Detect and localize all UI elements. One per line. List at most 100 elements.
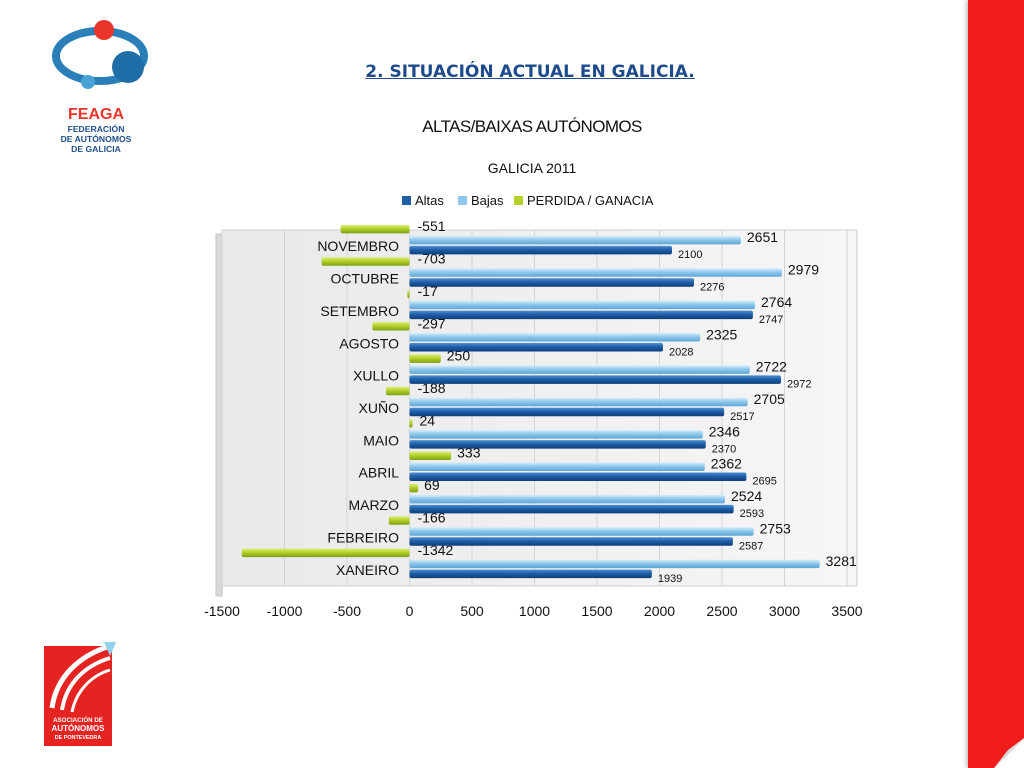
x-tick-label: 1500 <box>581 603 612 619</box>
pontevedra-logo-line3: DE PONTEVEDRA <box>55 735 102 741</box>
bar-altas-xuno <box>409 407 725 417</box>
category-label-abril: ABRIL <box>359 465 400 481</box>
bar-bajas-maio <box>409 430 703 439</box>
bar-perdida-ganacia-setembro <box>407 289 410 299</box>
data-label-altas-setembro: 2747 <box>759 314 783 326</box>
data-label-perdida-ganacia-novembro: -551 <box>418 218 446 234</box>
data-label-perdida-ganacia-octubre: -703 <box>418 251 446 267</box>
category-label-agosto: AGOSTO <box>339 335 399 351</box>
bar-bajas-xuno <box>409 397 748 407</box>
bar-altas-febreiro <box>409 537 733 546</box>
data-label-altas-octubre: 2276 <box>700 282 724 294</box>
page-curl-decoration <box>994 738 1024 768</box>
bar-perdida-ganacia-febreiro <box>388 516 410 525</box>
legend-swatch-altas <box>402 196 411 205</box>
bar-altas-novembro <box>409 245 672 255</box>
x-tick-label: 2500 <box>706 603 737 619</box>
category-label-xaneiro: XANEIRO <box>336 562 399 578</box>
x-tick-label: 500 <box>460 603 484 619</box>
data-label-bajas-agosto: 2325 <box>706 326 737 342</box>
data-label-altas-agosto: 2028 <box>669 346 693 358</box>
bar-altas-agosto <box>409 343 663 352</box>
bar-bajas-marzo <box>409 494 725 504</box>
bar-perdida-ganacia-agosto <box>372 322 410 331</box>
bar-perdida-ganacia-xuno <box>386 386 410 396</box>
chart-legend: Altas Bajas PERDIDA / GANACIA <box>402 193 654 208</box>
bar-altas-xaneiro <box>409 569 652 579</box>
bar-altas-xullo <box>409 375 781 384</box>
data-label-bajas-setembro: 2764 <box>761 294 792 310</box>
x-tick-label: -500 <box>333 603 361 619</box>
bar-perdida-ganacia-octubre <box>321 257 410 266</box>
category-label-novembro: NOVEMBRO <box>317 238 399 254</box>
data-label-bajas-xullo: 2722 <box>756 359 787 375</box>
data-label-perdida-ganacia-xuno: -188 <box>418 380 446 396</box>
data-label-bajas-marzo: 2524 <box>731 488 762 504</box>
bar-perdida-ganacia-xullo <box>409 354 441 363</box>
bar-bajas-agosto <box>409 333 701 342</box>
bar-altas-marzo <box>409 504 734 514</box>
x-tick-label: -1000 <box>267 603 303 619</box>
pontevedra-logo-line2: AUTÓNOMOS <box>52 724 106 733</box>
feaga-logo-line-federacion: FEDERACIÓN <box>68 123 125 134</box>
pontevedra-logo: ASOCIACIÓN DE AUTÓNOMOS DE PONTEVEDRA <box>44 642 116 746</box>
data-label-perdida-ganacia-setembro: -17 <box>418 283 438 299</box>
category-label-xullo: XULLO <box>353 368 399 384</box>
bar-bajas-xullo <box>409 365 750 374</box>
x-tick-label: 2000 <box>644 603 675 619</box>
feaga-logo: FEAGA FEDERACIÓN DE AUTÓNOMOS DE GALICIA <box>52 20 148 154</box>
chart-subtitle: GALICIA 2011 <box>488 160 577 176</box>
category-label-xuno: XUÑO <box>359 400 400 416</box>
data-label-perdida-ganacia-maio: 24 <box>420 412 436 428</box>
data-label-perdida-ganacia-xaneiro: -1342 <box>418 542 454 558</box>
data-label-perdida-ganacia-xullo: 250 <box>447 348 471 364</box>
chart-title: ALTAS/BAIXAS AUTÓNOMOS <box>422 117 642 136</box>
data-label-bajas-xaneiro: 3281 <box>826 553 857 569</box>
data-label-bajas-abril: 2362 <box>711 456 742 472</box>
data-label-altas-xaneiro: 1939 <box>658 573 682 585</box>
data-label-altas-novembro: 2100 <box>678 249 702 261</box>
data-label-altas-xullo: 2972 <box>787 379 811 391</box>
legend-label-perdida-ganacia: PERDIDA / GANACIA <box>527 193 654 208</box>
bar-bajas-febreiro <box>409 527 754 536</box>
bar-bajas-octubre <box>409 268 782 277</box>
data-label-perdida-ganacia-abril: 333 <box>457 445 481 461</box>
x-tick-label: 3500 <box>831 603 862 619</box>
data-label-perdida-ganacia-febreiro: -166 <box>418 509 446 525</box>
plot-side-wall <box>215 233 223 597</box>
plot-area: -1500 -1000 -500 0 500 1000 1500 2000 2500 3000 35… <box>204 218 863 619</box>
category-label-febreiro: FEBREIRO <box>327 529 399 545</box>
x-tick-label: 3000 <box>769 603 800 619</box>
red-side-bar <box>968 0 1024 768</box>
bar-perdida-ganacia-novembro <box>340 224 410 234</box>
data-label-bajas-febreiro: 2753 <box>760 520 791 536</box>
data-label-altas-febreiro: 2587 <box>739 540 763 552</box>
bar-bajas-setembro <box>409 300 755 310</box>
data-label-bajas-octubre: 2979 <box>788 262 819 278</box>
bar-bajas-abril <box>409 462 705 471</box>
x-tick-label: 1000 <box>519 603 550 619</box>
bar-perdida-ganacia-xaneiro <box>241 548 410 558</box>
category-label-marzo: MARZO <box>348 497 399 513</box>
bar-perdida-ganacia-marzo <box>409 483 419 493</box>
x-tick-label: 0 <box>406 603 414 619</box>
data-label-bajas-maio: 2346 <box>709 423 740 439</box>
data-label-altas-abril: 2695 <box>752 476 776 488</box>
bar-bajas-novembro <box>409 235 741 245</box>
data-label-bajas-xuno: 2705 <box>754 391 785 407</box>
slide-title: 2. SITUACIÓN ACTUAL EN GALICIA. <box>365 62 695 82</box>
category-label-octubre: OCTUBRE <box>331 271 399 287</box>
legend-swatch-perdida-ganacia <box>514 196 523 205</box>
data-label-altas-marzo: 2593 <box>740 508 764 520</box>
legend-swatch-bajas <box>458 196 467 205</box>
data-label-perdida-ganacia-marzo: 69 <box>424 477 440 493</box>
data-label-perdida-ganacia-agosto: -297 <box>418 315 446 331</box>
bar-perdida-ganacia-abril <box>409 451 452 460</box>
pontevedra-logo-line1: ASOCIACIÓN DE <box>53 716 103 724</box>
data-label-bajas-novembro: 2651 <box>747 229 778 245</box>
legend-label-altas: Altas <box>415 193 444 208</box>
x-tick-label: -1500 <box>204 603 240 619</box>
bar-altas-maio <box>409 440 706 449</box>
category-label-maio: MAIO <box>363 432 399 448</box>
